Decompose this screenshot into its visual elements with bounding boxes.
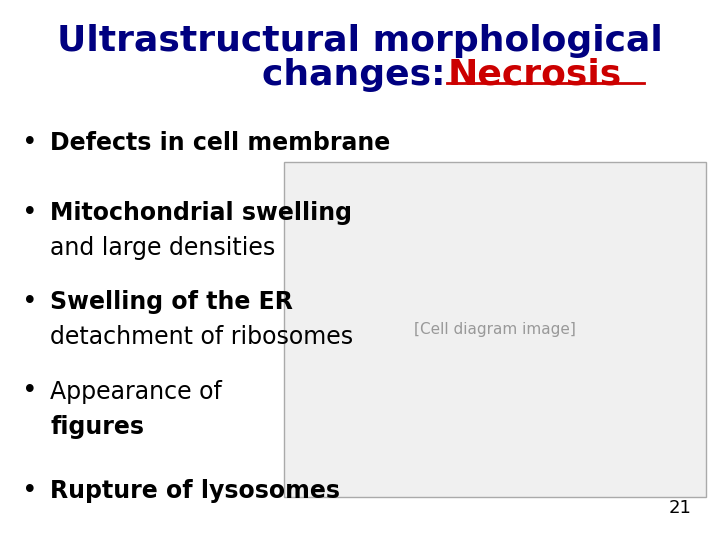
Text: changes:: changes:	[262, 58, 458, 91]
Text: [Cell diagram image]: [Cell diagram image]	[414, 322, 576, 337]
Text: Mitochondrial swelling: Mitochondrial swelling	[50, 201, 352, 225]
Text: •: •	[22, 200, 37, 226]
Text: •: •	[22, 130, 37, 156]
Text: •: •	[22, 379, 37, 404]
Text: Rupture of lysosomes: Rupture of lysosomes	[50, 480, 341, 503]
Text: •: •	[22, 478, 37, 504]
Text: Defects in cell membrane: Defects in cell membrane	[50, 131, 391, 155]
Text: •: •	[22, 289, 37, 315]
Text: Necrosis: Necrosis	[448, 58, 622, 91]
Text: Appearance of: Appearance of	[50, 380, 230, 403]
Text: 21: 21	[668, 498, 691, 517]
Text: Swelling of the ER: Swelling of the ER	[50, 291, 293, 314]
Text: Ultrastructural morphological: Ultrastructural morphological	[57, 24, 663, 57]
Text: detachment of ribosomes: detachment of ribosomes	[50, 326, 354, 349]
Text: figures: figures	[50, 415, 145, 438]
Text: and large densities: and large densities	[50, 237, 276, 260]
FancyBboxPatch shape	[284, 162, 706, 497]
